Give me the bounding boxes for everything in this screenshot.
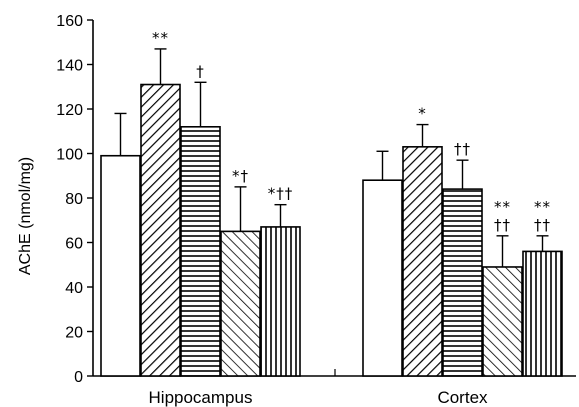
bar-cortex-vertical xyxy=(522,250,563,377)
bar-hippocampus-open xyxy=(100,154,141,377)
significance-label-hippocampus-2: † xyxy=(196,62,205,80)
bar-hippocampus-backslash xyxy=(220,230,261,377)
y-tick-label-60: 60 xyxy=(65,236,83,253)
significance-label-cortex-3-1: †† xyxy=(494,216,511,234)
y-axis-title: AChE (nmol/mg) xyxy=(17,157,34,275)
y-tick-label-80: 80 xyxy=(65,191,83,208)
y-tick-label-160: 160 xyxy=(56,13,83,30)
y-tick-label-100: 100 xyxy=(56,147,83,164)
bar-hippocampus-diagonal xyxy=(140,83,181,377)
significance-label-hippocampus-1: ** xyxy=(152,29,169,47)
significance-label-hippocampus-3: *† xyxy=(232,167,249,185)
x-category-label-hippocampus: Hippocampus xyxy=(149,388,253,407)
significance-label-hippocampus-4: *†† xyxy=(268,185,294,203)
y-tick-label-20: 20 xyxy=(65,325,83,342)
bar-hippocampus-vertical xyxy=(260,226,301,377)
y-tick-label-40: 40 xyxy=(65,280,83,297)
bar-cortex-horizontal xyxy=(442,188,483,377)
significance-label-cortex-4-1: †† xyxy=(534,216,551,234)
bar-cortex-open xyxy=(362,179,403,377)
y-tick-label-0: 0 xyxy=(74,369,83,386)
bar-cortex-backslash xyxy=(482,266,523,377)
y-tick-label-120: 120 xyxy=(56,102,83,119)
significance-label-cortex-4-0: ** xyxy=(534,198,551,216)
y-tick-label-140: 140 xyxy=(56,58,83,75)
bar-cortex-diagonal xyxy=(402,146,443,377)
significance-label-cortex-2: †† xyxy=(454,140,471,158)
significance-label-cortex-3-0: ** xyxy=(494,198,511,216)
x-category-label-cortex: Cortex xyxy=(437,388,488,407)
significance-label-cortex-1: * xyxy=(418,105,427,123)
plot-area: 020406080100120140160**†*†*††Hippocampus… xyxy=(56,13,576,407)
bar-hippocampus-horizontal xyxy=(180,126,221,377)
